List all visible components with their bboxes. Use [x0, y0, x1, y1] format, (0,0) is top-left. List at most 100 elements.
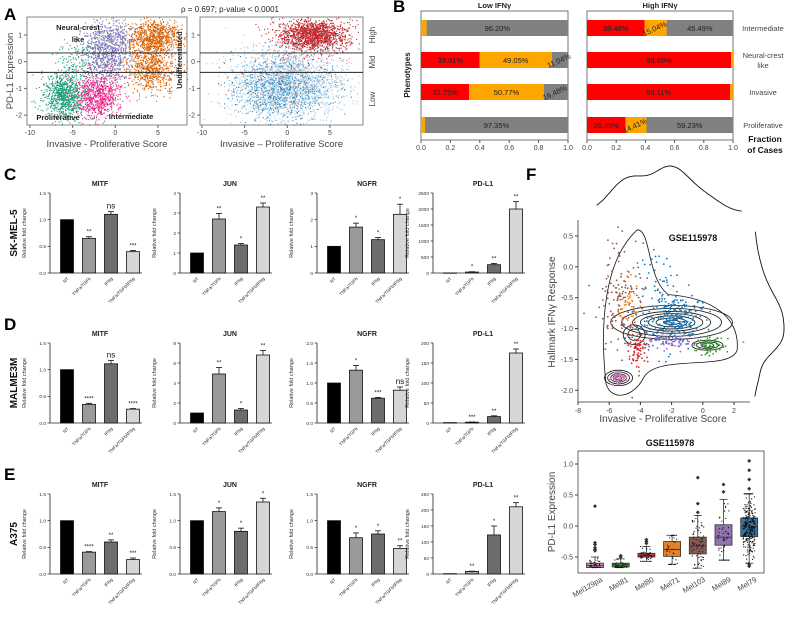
data-point	[82, 48, 84, 50]
data-point	[159, 46, 161, 48]
data-point	[110, 65, 112, 67]
data-point	[143, 24, 145, 26]
data-point	[128, 83, 130, 85]
data-point	[128, 47, 130, 49]
data-point	[163, 73, 165, 75]
data-point	[147, 43, 149, 45]
data-point	[101, 73, 103, 75]
data-point	[97, 26, 99, 28]
data-point	[93, 88, 95, 90]
data-point	[87, 102, 89, 104]
data-point	[103, 104, 105, 106]
data-point	[122, 40, 124, 42]
data-point	[103, 40, 105, 42]
data-point	[95, 91, 97, 93]
data-point	[137, 32, 139, 34]
data-point	[71, 82, 73, 84]
data-point	[312, 38, 314, 40]
data-point	[81, 68, 83, 70]
data-point	[317, 29, 319, 31]
data-point	[48, 77, 50, 79]
data-point	[156, 68, 158, 70]
data-point	[67, 96, 69, 98]
data-point	[92, 37, 94, 39]
data-point	[70, 77, 72, 79]
data-point	[119, 63, 121, 65]
data-point	[53, 107, 55, 109]
data-point	[145, 70, 147, 72]
data-point	[131, 58, 133, 60]
data-point	[105, 56, 107, 58]
data-point	[101, 78, 103, 80]
data-point	[111, 107, 113, 109]
data-point	[159, 61, 161, 63]
data-point	[350, 43, 352, 45]
data-point	[87, 90, 89, 92]
data-point	[336, 18, 338, 20]
data-point	[124, 38, 126, 40]
data-point	[148, 68, 150, 70]
data-point	[71, 118, 73, 120]
data-point	[119, 60, 121, 62]
data-point	[140, 55, 142, 57]
data-point	[158, 47, 160, 49]
data-point	[121, 75, 123, 77]
data-point	[47, 96, 49, 98]
data-point	[62, 106, 64, 108]
data-point	[120, 64, 122, 66]
data-point	[141, 42, 143, 44]
data-point	[71, 92, 73, 94]
data-point	[102, 86, 104, 88]
data-point	[105, 36, 107, 38]
data-point	[175, 27, 177, 29]
data-point	[142, 76, 144, 78]
data-point	[122, 36, 124, 38]
data-point	[325, 25, 327, 27]
data-point	[119, 91, 121, 93]
data-point	[119, 34, 121, 36]
data-point	[147, 20, 149, 22]
data-point	[67, 78, 69, 80]
data-point	[105, 86, 107, 88]
data-point	[320, 40, 322, 42]
data-point	[140, 32, 142, 34]
data-point	[303, 24, 305, 26]
data-point	[90, 53, 92, 55]
data-point	[97, 94, 99, 96]
data-point	[105, 30, 107, 32]
data-point	[151, 67, 153, 69]
data-point	[105, 19, 107, 21]
data-point	[96, 95, 98, 97]
data-point	[156, 27, 158, 29]
data-point	[69, 81, 71, 83]
data-point	[68, 103, 70, 105]
data-point	[41, 72, 43, 74]
data-point	[55, 78, 57, 80]
data-point	[98, 83, 100, 85]
data-point	[71, 62, 73, 64]
data-point	[62, 46, 64, 48]
data-point	[145, 58, 147, 60]
data-point	[158, 70, 160, 72]
data-point	[97, 85, 99, 87]
data-point	[87, 44, 89, 46]
data-point	[142, 32, 144, 34]
data-point	[60, 92, 62, 94]
data-point	[154, 30, 156, 32]
data-point	[97, 89, 99, 91]
data-point	[171, 79, 173, 81]
data-point	[78, 104, 80, 106]
data-point	[93, 37, 95, 39]
data-point	[313, 45, 315, 47]
data-point	[97, 25, 99, 27]
data-point	[143, 51, 145, 53]
data-point	[151, 67, 153, 69]
data-point	[304, 34, 306, 36]
data-point	[83, 85, 85, 87]
data-point	[69, 115, 71, 117]
data-point	[98, 46, 100, 48]
data-point	[130, 69, 132, 71]
data-point	[150, 80, 152, 82]
data-point	[94, 21, 96, 23]
data-point	[75, 95, 77, 97]
